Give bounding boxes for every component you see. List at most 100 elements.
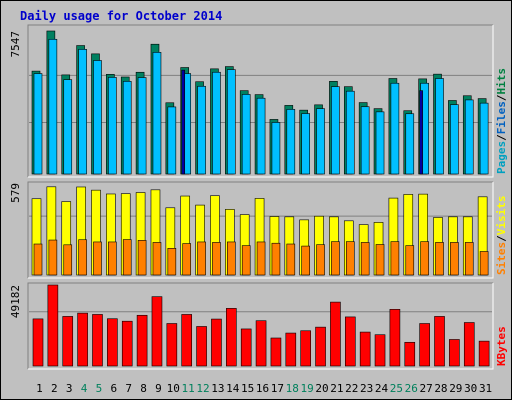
- bar-files: [241, 94, 251, 175]
- bar-files: [33, 73, 43, 175]
- bar-pages: [181, 69, 186, 175]
- bar-sites: [390, 241, 400, 276]
- bar-files: [331, 86, 340, 175]
- series-label: Sites/Visits: [495, 196, 508, 276]
- x-tick-label: 11: [182, 382, 195, 395]
- x-tick-label: 21: [330, 382, 343, 395]
- bar-sites: [301, 245, 310, 276]
- bar-files: [122, 81, 132, 175]
- bar-kbytes: [62, 316, 74, 367]
- panel-border-dark: [27, 181, 493, 278]
- bar-kbytes: [255, 320, 267, 367]
- bar-files: [286, 109, 296, 175]
- bar-kbytes: [463, 322, 475, 367]
- bar-kbytes: [449, 339, 460, 367]
- panel-bottom: 49182 KBytes: [9, 282, 508, 370]
- x-tick-label: 18: [286, 382, 299, 395]
- bar-kbytes: [196, 326, 207, 367]
- bar-kbytes: [300, 330, 311, 367]
- x-tick-label: 15: [241, 382, 254, 395]
- series-label-part: Pages: [495, 141, 508, 174]
- bar-sites: [479, 251, 489, 276]
- bar-sites: [137, 240, 147, 276]
- bar-kbytes: [270, 337, 282, 367]
- bar-kbytes: [136, 314, 148, 367]
- bar-files: [256, 97, 266, 175]
- bar-sites: [122, 239, 132, 276]
- bar-kbytes: [434, 316, 445, 367]
- bar-files: [375, 111, 385, 175]
- bar-kbytes: [285, 332, 297, 367]
- bar-sites: [93, 241, 102, 276]
- series-label-part: Visits: [495, 196, 508, 236]
- bar-sites: [33, 243, 43, 276]
- bar-files: [479, 102, 489, 175]
- bar-files: [450, 104, 459, 175]
- x-tick-label: 3: [66, 382, 73, 395]
- bar-sites: [256, 241, 266, 276]
- bar-sites: [420, 241, 429, 276]
- bar-kbytes: [344, 316, 356, 367]
- panel-border-light: [28, 283, 494, 370]
- x-tick-label: 17: [271, 382, 284, 395]
- x-tick-label: 1: [36, 382, 43, 395]
- bar-sites: [197, 241, 206, 276]
- chart-title: Daily usage for October 2014: [20, 9, 222, 23]
- bar-sites: [435, 242, 444, 276]
- bar-files: [464, 99, 474, 175]
- bar-sites: [108, 241, 117, 276]
- y-max-label: 579: [9, 183, 22, 203]
- series-label-part: KBytes: [495, 326, 508, 366]
- x-tick-label: 27: [419, 382, 432, 395]
- bar-sites: [345, 241, 355, 276]
- bar-kbytes: [166, 323, 178, 367]
- x-tick-label: 13: [211, 382, 224, 395]
- x-tick-label: 28: [434, 382, 447, 395]
- bar-kbytes: [92, 314, 103, 367]
- x-tick-label: 12: [196, 382, 209, 395]
- x-tick-label: 24: [375, 382, 389, 395]
- bar-files: [435, 78, 444, 175]
- bar-kbytes: [419, 323, 430, 367]
- bar-sites: [48, 239, 58, 276]
- bar-files: [390, 82, 400, 175]
- x-axis-labels: 1 2 3 4 5 6 7 8 9 10 11 12 13 14 15 16 17 18 19 20 21 22 23 24 2…: [36, 382, 492, 395]
- bar-files: [93, 60, 102, 175]
- bar-kbytes: [240, 328, 252, 367]
- bar-kbytes: [389, 309, 401, 367]
- panel-middle: 579 Sites/Visits: [9, 181, 508, 279]
- series-label: KBytes: [495, 326, 508, 366]
- bar-kbytes: [211, 318, 222, 367]
- bar-files: [108, 77, 117, 175]
- series-label-part: Files: [495, 101, 508, 134]
- panel-border-dark: [27, 24, 493, 177]
- series-label-part: Hits: [495, 68, 508, 95]
- panel-border-light: [28, 182, 494, 279]
- bar-sites: [405, 245, 415, 276]
- bar-sites: [360, 242, 370, 276]
- bar-kbytes: [77, 312, 88, 367]
- bar-kbytes: [478, 340, 490, 367]
- bar-files: [197, 85, 206, 175]
- bar-files: [405, 113, 415, 175]
- x-tick-label: 5: [96, 382, 103, 395]
- x-tick-label: 19: [300, 382, 313, 395]
- bar-sites: [63, 244, 73, 276]
- x-tick-label: 26: [405, 382, 418, 395]
- bar-sites: [331, 241, 340, 276]
- bar-kbytes: [181, 314, 193, 367]
- bar-files: [48, 38, 58, 175]
- bar-sites: [212, 242, 221, 276]
- bar-kbytes: [330, 301, 341, 367]
- series-label-part: /: [495, 94, 508, 101]
- bar-sites: [227, 241, 236, 276]
- x-tick-label: 16: [256, 382, 269, 395]
- bar-files: [78, 49, 87, 175]
- bar-pages: [419, 90, 423, 175]
- x-tick-label: 31: [479, 382, 492, 395]
- y-max-label: 49182: [9, 285, 22, 318]
- bar-files: [301, 113, 310, 175]
- bar-files: [167, 106, 177, 175]
- bar-kbytes: [226, 308, 237, 367]
- bar-files: [152, 52, 162, 175]
